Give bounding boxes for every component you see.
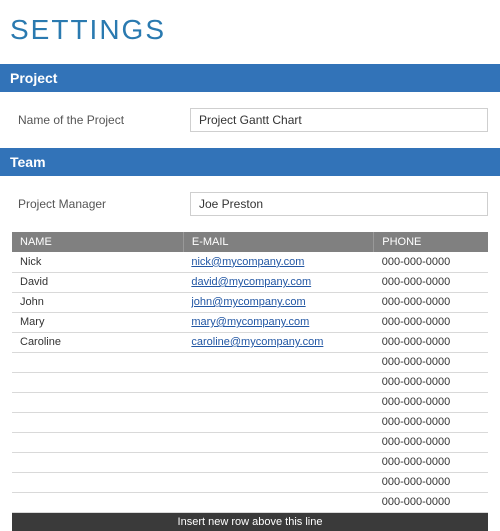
cell-email[interactable]: caroline@mycompany.com [183,332,373,352]
page-title: SETTINGS [0,0,500,64]
project-manager-input[interactable] [190,192,488,216]
table-row[interactable]: 000-000-0000 [12,352,488,372]
cell-phone[interactable]: 000-000-0000 [374,312,488,332]
cell-name[interactable] [12,432,183,452]
table-row[interactable]: 000-000-0000 [12,392,488,412]
cell-name[interactable] [12,452,183,472]
cell-name[interactable] [12,352,183,372]
email-link[interactable]: nick@mycompany.com [191,256,304,268]
email-link[interactable]: david@mycompany.com [191,276,311,288]
cell-phone[interactable]: 000-000-0000 [374,332,488,352]
table-row[interactable]: 000-000-0000 [12,372,488,392]
cell-name[interactable]: John [12,292,183,312]
team-table: NAME E-MAIL PHONE Nick nick@mycompany.com… [12,232,488,513]
cell-email[interactable] [183,392,373,412]
cell-phone[interactable]: 000-000-0000 [374,432,488,452]
table-row[interactable]: 000-000-0000 [12,412,488,432]
cell-email[interactable] [183,412,373,432]
cell-phone[interactable]: 000-000-0000 [374,472,488,492]
project-name-row: Name of the Project [0,92,500,148]
project-manager-label: Project Manager [18,197,178,211]
column-header-name: NAME [12,232,183,252]
cell-phone[interactable]: 000-000-0000 [374,352,488,372]
cell-name[interactable] [12,472,183,492]
table-row[interactable]: 000-000-0000 [12,432,488,452]
cell-email[interactable] [183,432,373,452]
cell-name[interactable] [12,492,183,512]
cell-name[interactable] [12,412,183,432]
cell-email[interactable]: mary@mycompany.com [183,312,373,332]
cell-name[interactable] [12,392,183,412]
table-row[interactable]: David david@mycompany.com 000-000-0000 [12,272,488,292]
cell-phone[interactable]: 000-000-0000 [374,412,488,432]
column-header-phone: PHONE [374,232,488,252]
cell-phone[interactable]: 000-000-0000 [374,292,488,312]
project-name-input[interactable] [190,108,488,132]
project-name-label: Name of the Project [18,113,178,127]
cell-phone[interactable]: 000-000-0000 [374,252,488,272]
cell-email[interactable] [183,492,373,512]
email-link[interactable]: john@mycompany.com [191,296,305,308]
table-row[interactable]: 000-000-0000 [12,472,488,492]
cell-email[interactable] [183,452,373,472]
email-link[interactable]: mary@mycompany.com [191,316,309,328]
cell-phone[interactable]: 000-000-0000 [374,272,488,292]
team-table-header-row: NAME E-MAIL PHONE [12,232,488,252]
cell-name[interactable] [12,372,183,392]
cell-phone[interactable]: 000-000-0000 [374,452,488,472]
email-link[interactable]: caroline@mycompany.com [191,336,323,348]
cell-name[interactable]: Mary [12,312,183,332]
cell-phone[interactable]: 000-000-0000 [374,492,488,512]
cell-email[interactable] [183,372,373,392]
section-heading-project: Project [0,64,500,92]
section-heading-team: Team [0,148,500,176]
table-row[interactable]: Caroline caroline@mycompany.com 000-000-00… [12,332,488,352]
cell-email[interactable] [183,352,373,372]
table-row[interactable]: John john@mycompany.com 000-000-0000 [12,292,488,312]
cell-email[interactable]: john@mycompany.com [183,292,373,312]
cell-phone[interactable]: 000-000-0000 [374,392,488,412]
cell-name[interactable]: David [12,272,183,292]
column-header-email: E-MAIL [183,232,373,252]
project-manager-row: Project Manager [0,176,500,232]
table-row[interactable]: Nick nick@mycompany.com 000-000-0000 [12,252,488,272]
cell-name[interactable]: Nick [12,252,183,272]
table-row[interactable]: 000-000-0000 [12,492,488,512]
cell-email[interactable]: david@mycompany.com [183,272,373,292]
cell-name[interactable]: Caroline [12,332,183,352]
cell-email[interactable] [183,472,373,492]
cell-phone[interactable]: 000-000-0000 [374,372,488,392]
cell-email[interactable]: nick@mycompany.com [183,252,373,272]
table-row[interactable]: 000-000-0000 [12,452,488,472]
table-row[interactable]: Mary mary@mycompany.com 000-000-0000 [12,312,488,332]
